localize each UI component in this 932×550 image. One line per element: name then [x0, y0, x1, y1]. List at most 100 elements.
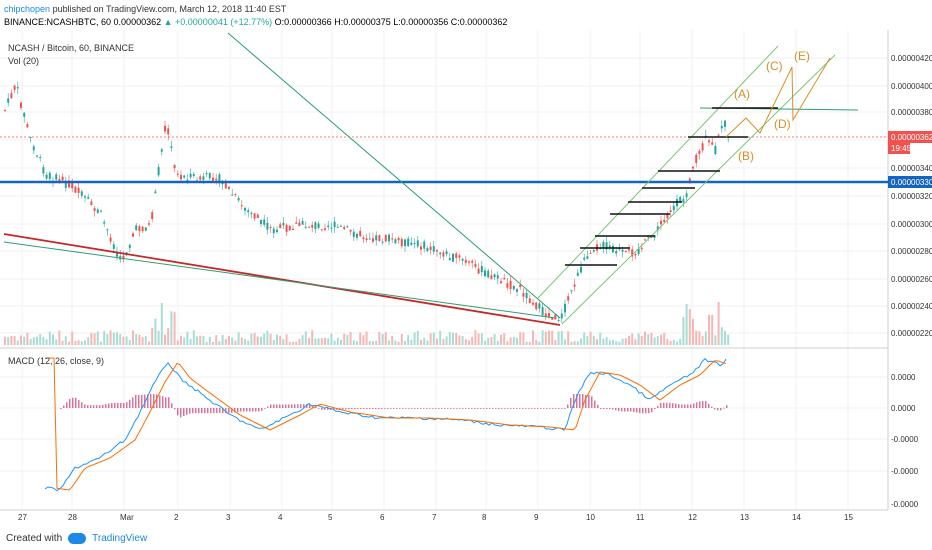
histogram-bar: [699, 401, 701, 408]
volume-bars: [4, 302, 730, 345]
volume-bar: [346, 334, 349, 345]
volume-bar: [20, 335, 22, 345]
candle-body: [240, 205, 243, 207]
candle-body: [388, 234, 390, 242]
volume-bar: [352, 340, 355, 345]
histogram-bar: [663, 402, 665, 408]
candle-body: [295, 222, 298, 224]
svg-text:-0.0000: -0.0000: [891, 500, 919, 509]
candle-body: [621, 249, 624, 252]
volume-bar: [330, 333, 333, 345]
countdown-tag: 19:45: [891, 144, 912, 153]
candle-body: [442, 252, 445, 257]
author-link[interactable]: chipchopen: [4, 4, 51, 14]
histogram-bar: [618, 408, 620, 412]
histogram-bar: [441, 408, 443, 409]
candle-body: [640, 247, 643, 250]
volume-bar: [349, 331, 352, 345]
candle-body: [394, 239, 397, 244]
candle-body: [656, 226, 659, 231]
histogram-bar: [369, 408, 371, 410]
volume-bar: [650, 332, 653, 345]
histogram-bar: [468, 408, 470, 409]
volume-bar: [192, 330, 195, 345]
candle-body: [586, 256, 589, 259]
volume-bar: [218, 341, 221, 345]
volume-bar: [10, 336, 13, 345]
red-trendline[interactable]: [3, 233, 561, 326]
volume-bar: [442, 338, 445, 345]
volume-bar: [496, 340, 499, 345]
candle-body: [7, 98, 10, 103]
histogram-bar: [111, 402, 113, 408]
candle-body: [263, 219, 266, 225]
volume-bar: [634, 339, 637, 345]
candle-body: [199, 176, 202, 180]
histogram-bar: [690, 404, 692, 408]
candle-body: [708, 140, 710, 143]
green-lower-trendline[interactable]: [3, 241, 556, 319]
descending-trendline[interactable]: [227, 32, 561, 319]
wave-projection[interactable]: [725, 57, 831, 138]
volume-bar: [359, 332, 362, 345]
candle-body: [538, 303, 541, 309]
volume-bar: [186, 331, 189, 345]
candle-body: [170, 146, 173, 148]
histogram-bar: [507, 408, 509, 409]
histogram-bar: [141, 394, 143, 408]
tradingview-logo-text[interactable]: TradingView: [92, 533, 148, 544]
volume-bar: [167, 328, 170, 345]
time-tick-label: 15: [844, 513, 853, 522]
volume-bar: [138, 334, 141, 345]
histogram-bar: [660, 402, 662, 408]
candle-body: [602, 241, 605, 249]
candle-body: [292, 228, 294, 231]
histogram-bar: [327, 408, 329, 410]
candle-body: [68, 180, 70, 188]
histogram-bar: [285, 404, 287, 408]
candle-body: [368, 238, 371, 240]
candle-body: [109, 237, 112, 242]
candle-body: [567, 296, 570, 301]
channel-upper-line[interactable]: [537, 45, 779, 299]
histogram-bar: [108, 403, 110, 408]
candle-body: [717, 134, 720, 136]
price-chart[interactable]: (A) (B) (C) (D) (E) NCASH / Bitcoin, 60,…: [0, 30, 932, 527]
volume-bar: [420, 339, 422, 345]
histogram-bar: [372, 408, 374, 410]
candle-body: [61, 176, 64, 181]
histogram-bar: [591, 396, 593, 408]
volume-bar: [656, 336, 659, 345]
candle-body: [439, 252, 442, 255]
histogram-bar: [585, 394, 587, 408]
candle-body: [208, 173, 211, 179]
candle-body: [631, 249, 634, 257]
histogram-bar: [138, 394, 140, 408]
histogram-bar: [81, 402, 83, 408]
volume-bar: [612, 339, 614, 345]
volume-bar: [61, 340, 64, 345]
volume-bar: [180, 335, 182, 345]
histogram-bar: [597, 404, 599, 408]
volume-bar: [544, 331, 547, 345]
volume-bar: [586, 336, 589, 345]
volume-bar: [132, 330, 134, 345]
volume-bar: [672, 339, 675, 345]
histogram-bar: [177, 408, 179, 416]
histogram-bar: [546, 408, 548, 409]
volume-bar: [676, 341, 678, 345]
time-tick-label: Mar: [120, 513, 134, 522]
histogram-bar: [525, 408, 527, 409]
volume-bar: [100, 341, 102, 345]
candle-body: [116, 253, 118, 257]
volume-bar: [23, 336, 26, 345]
candle-body: [637, 248, 640, 254]
volume-bar: [122, 336, 125, 345]
histogram-bar: [720, 408, 722, 411]
candle-body: [532, 302, 534, 305]
histogram-bar: [639, 408, 641, 414]
histogram-bar: [714, 408, 716, 410]
volume-bar: [176, 340, 179, 345]
channel-lower-line[interactable]: [561, 54, 836, 325]
volume-bar: [509, 337, 512, 345]
